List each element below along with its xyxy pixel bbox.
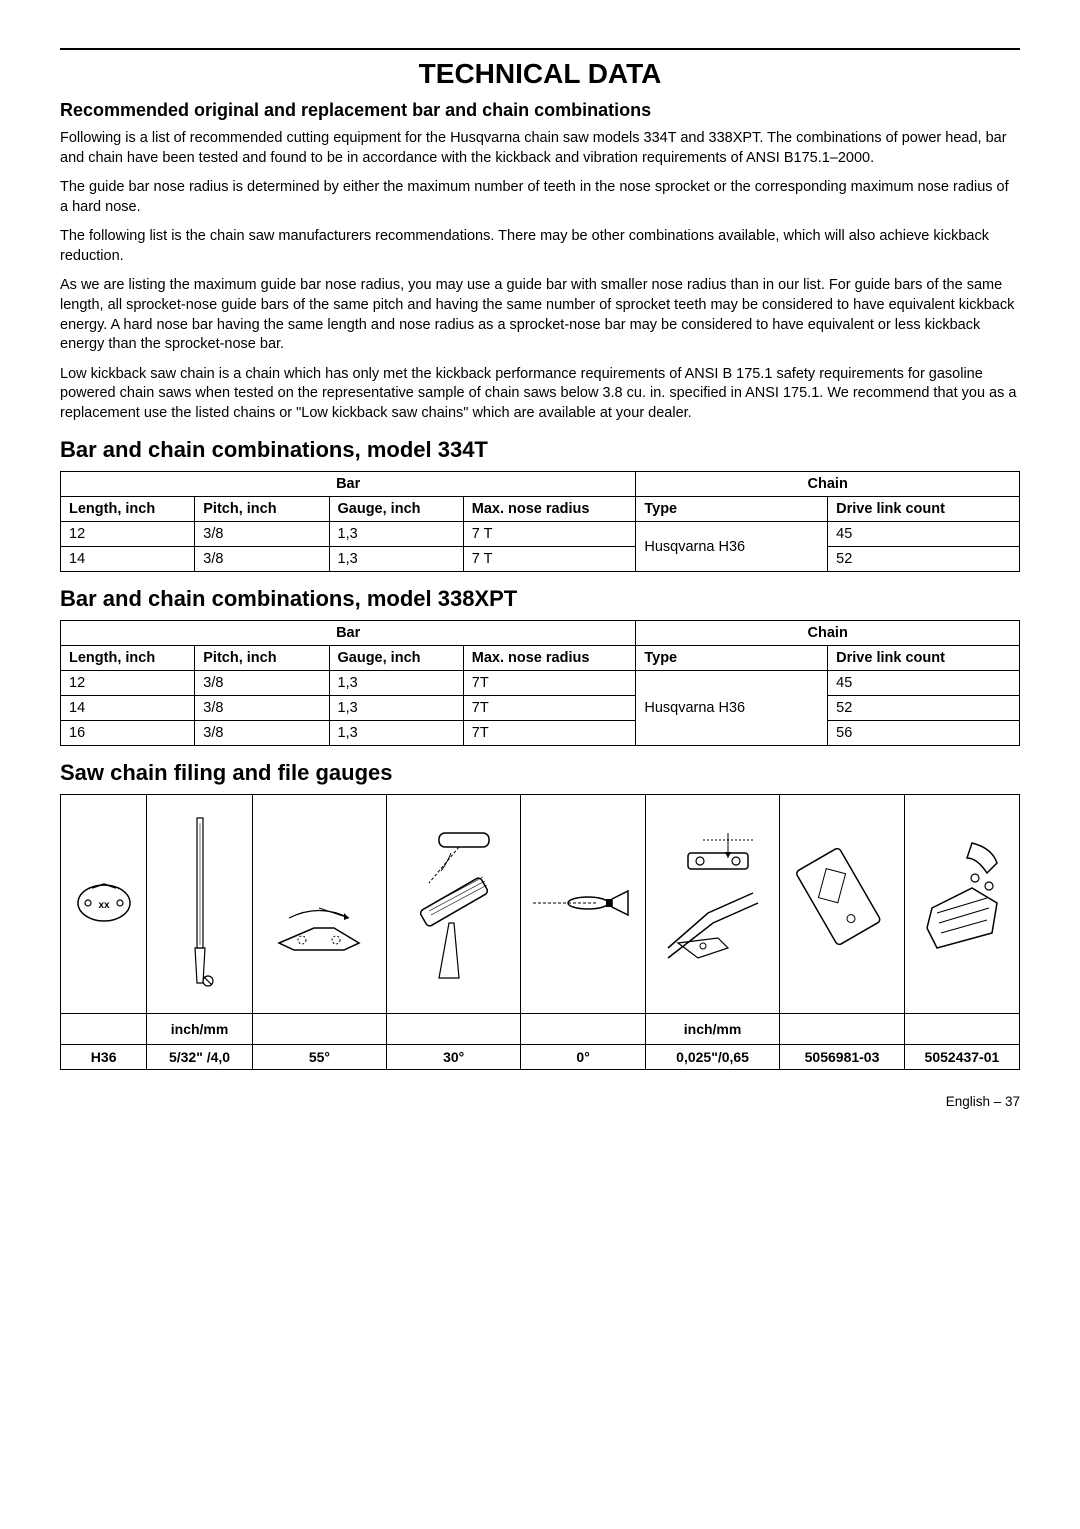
cell: 1,3 — [329, 671, 463, 696]
col-nose: Max. nose radius — [463, 497, 636, 522]
filing-gauge-tool-icon — [904, 795, 1019, 1014]
col-group-bar: Bar — [61, 472, 636, 497]
depth-gauge-icon — [645, 795, 779, 1014]
table-row: 14 3/8 1,3 7 T 52 — [61, 547, 1020, 572]
table-filing: xx — [60, 794, 1020, 1070]
side-plate-angle-icon — [252, 795, 386, 1014]
cell: 3/8 — [195, 547, 329, 572]
cell: 55° — [252, 1045, 386, 1070]
cell: 7 T — [463, 547, 636, 572]
heading-338xpt: Bar and chain combinations, model 338XPT — [60, 586, 1020, 612]
cell: 1,3 — [329, 522, 463, 547]
table-338xpt: Bar Chain Length, inch Pitch, inch Gauge… — [60, 620, 1020, 746]
flat-file-gauge-icon — [780, 795, 905, 1014]
unit-cell — [387, 1014, 521, 1045]
cell-type: Husqvarna H36 — [636, 671, 828, 746]
cell: H36 — [61, 1045, 147, 1070]
table-row: 12 3/8 1,3 7T Husqvarna H36 45 — [61, 671, 1020, 696]
page-title: TECHNICAL DATA — [60, 58, 1020, 90]
unit-cell — [252, 1014, 386, 1045]
intro-p1: Following is a list of recommended cutti… — [60, 129, 1020, 168]
file-holder-angle-icon — [521, 795, 646, 1014]
cell: 0,025"/0,65 — [645, 1045, 779, 1070]
cell: 56 — [828, 721, 1020, 746]
col-group-bar: Bar — [61, 621, 636, 646]
top-plate-angle-icon — [387, 795, 521, 1014]
unit-cell — [61, 1014, 147, 1045]
unit-cell — [904, 1014, 1019, 1045]
col-group-chain: Chain — [636, 621, 1020, 646]
col-nose: Max. nose radius — [463, 646, 636, 671]
cell: 14 — [61, 547, 195, 572]
col-gauge: Gauge, inch — [329, 497, 463, 522]
cell: 7 T — [463, 522, 636, 547]
cell: 7T — [463, 721, 636, 746]
intro-heading: Recommended original and replacement bar… — [60, 100, 1020, 121]
cell: 45 — [828, 522, 1020, 547]
table-row: 14 3/8 1,3 7T 52 — [61, 696, 1020, 721]
round-file-icon — [147, 795, 252, 1014]
col-pitch: Pitch, inch — [195, 497, 329, 522]
cell-type: Husqvarna H36 — [636, 522, 828, 572]
cell: 5/32" /4,0 — [147, 1045, 252, 1070]
col-group-chain: Chain — [636, 472, 1020, 497]
col-type: Type — [636, 646, 828, 671]
cell: 52 — [828, 547, 1020, 572]
page-footer: English – 37 — [60, 1094, 1020, 1109]
unit-cell — [780, 1014, 905, 1045]
cell: 3/8 — [195, 671, 329, 696]
cell: 16 — [61, 721, 195, 746]
cell: 5056981-03 — [780, 1045, 905, 1070]
table-334t: Bar Chain Length, inch Pitch, inch Gauge… — [60, 471, 1020, 572]
col-links: Drive link count — [828, 497, 1020, 522]
svg-text:xx: xx — [98, 900, 110, 911]
cell: 3/8 — [195, 721, 329, 746]
heading-filing: Saw chain filing and file gauges — [60, 760, 1020, 786]
cell: 3/8 — [195, 696, 329, 721]
cell: 12 — [61, 671, 195, 696]
table-row: H36 5/32" /4,0 55° 30° 0° 0,025"/0,65 50… — [61, 1045, 1020, 1070]
col-length: Length, inch — [61, 497, 195, 522]
col-pitch: Pitch, inch — [195, 646, 329, 671]
cell: 1,3 — [329, 547, 463, 572]
table-row: 16 3/8 1,3 7T 56 — [61, 721, 1020, 746]
cell: 7T — [463, 671, 636, 696]
cell: 30° — [387, 1045, 521, 1070]
col-type: Type — [636, 497, 828, 522]
cell: 1,3 — [329, 721, 463, 746]
cell: 12 — [61, 522, 195, 547]
col-gauge: Gauge, inch — [329, 646, 463, 671]
unit-cell — [521, 1014, 646, 1045]
intro-p3: The following list is the chain saw manu… — [60, 227, 1020, 266]
cell: 5052437-01 — [904, 1045, 1019, 1070]
intro-p2: The guide bar nose radius is determined … — [60, 178, 1020, 217]
intro-p4: As we are listing the maximum guide bar … — [60, 276, 1020, 354]
rule-top — [60, 48, 1020, 50]
unit-cell: inch/mm — [645, 1014, 779, 1045]
unit-cell: inch/mm — [147, 1014, 252, 1045]
cell: 45 — [828, 671, 1020, 696]
col-links: Drive link count — [828, 646, 1020, 671]
cell: 14 — [61, 696, 195, 721]
chain-link-icon: xx — [61, 795, 147, 1014]
heading-334t: Bar and chain combinations, model 334T — [60, 437, 1020, 463]
cell: 7T — [463, 696, 636, 721]
cell: 0° — [521, 1045, 646, 1070]
table-row: 12 3/8 1,3 7 T Husqvarna H36 45 — [61, 522, 1020, 547]
cell: 1,3 — [329, 696, 463, 721]
cell: 52 — [828, 696, 1020, 721]
cell: 3/8 — [195, 522, 329, 547]
col-length: Length, inch — [61, 646, 195, 671]
intro-p5: Low kickback saw chain is a chain which … — [60, 365, 1020, 424]
